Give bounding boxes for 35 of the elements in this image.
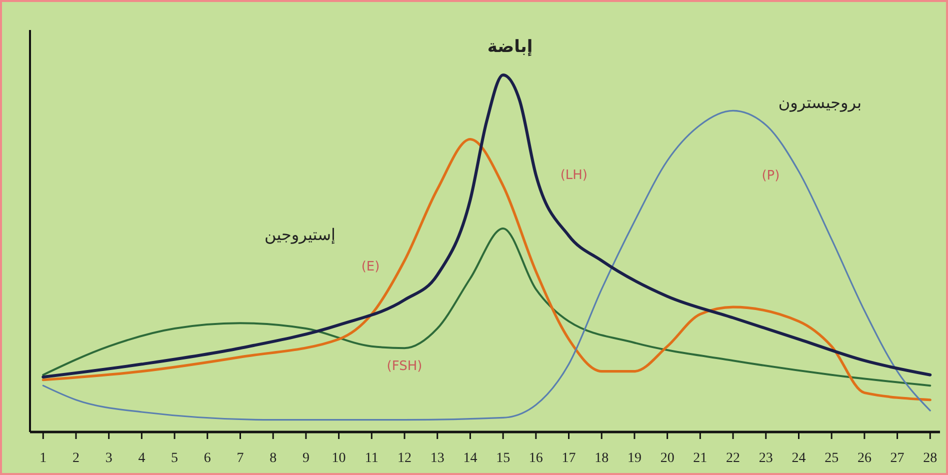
x-tick-label: 28 [923,451,938,466]
x-tick-label: 21 [693,451,708,466]
x-tick-label: 19 [627,451,642,466]
x-tick-label: 7 [236,451,244,466]
x-tick-label: 5 [171,451,178,466]
x-tick-label: 8 [270,451,277,466]
x-tick-label: 27 [890,451,904,466]
x-tick-label: 3 [105,451,112,466]
x-tick-label: 20 [660,451,674,466]
series-label: (LH) [560,168,588,183]
x-tick-label: 12 [398,451,412,466]
x-tick-label: 6 [204,451,211,466]
x-tick-label: 15 [496,451,510,466]
x-tick-label: 22 [726,451,740,466]
x-tick-label: 26 [857,451,872,466]
x-tick-label: 4 [138,451,146,466]
x-tick-label: 2 [72,451,80,466]
x-tick-label: 25 [824,451,839,466]
x-tick-label: 23 [758,451,773,466]
x-tick-label: 18 [594,451,609,466]
x-tick-label: 11 [364,451,378,466]
series-label: (P) [762,168,780,184]
x-tick-label: 14 [463,451,478,466]
series-label: (E) [361,260,380,275]
x-tick-label: 16 [528,451,543,466]
text: إباضة [487,37,533,57]
x-tick-label: 9 [302,451,310,466]
x-tick-label: 13 [430,451,444,466]
series-label: (FSH) [386,359,422,374]
x-tick-label: 17 [562,451,576,466]
x-tick-label: 1 [40,451,47,466]
annotation: إستيروجين [264,225,336,244]
x-tick-label: 24 [792,451,806,466]
annotation: بروجيسترون [778,93,862,112]
x-tick-label: 10 [332,451,346,466]
